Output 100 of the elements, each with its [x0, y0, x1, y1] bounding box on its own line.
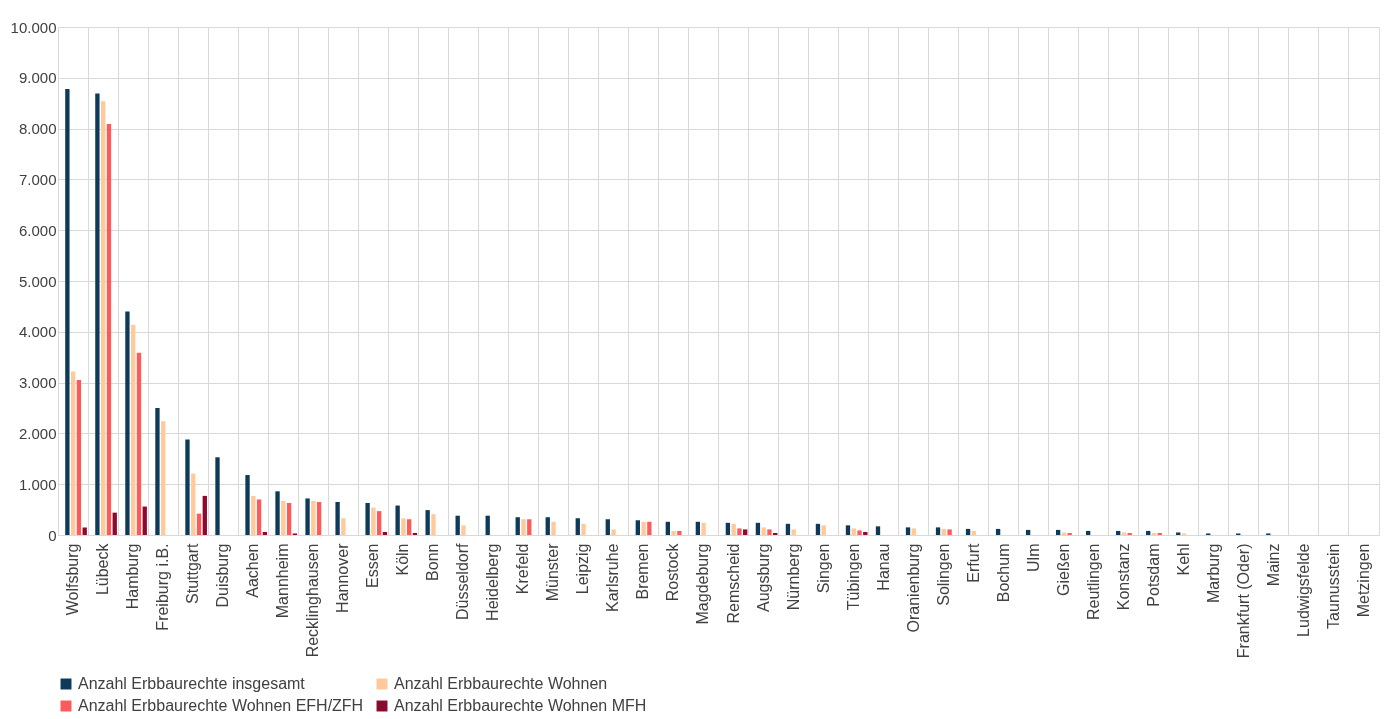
- x-tick-label: Frankfurt (Oder): [1234, 543, 1252, 659]
- x-tick-label: Reutlingen: [1084, 543, 1102, 620]
- bar: [545, 517, 550, 535]
- x-tick-label: Recklinghausen: [304, 543, 322, 658]
- bar: [401, 518, 406, 535]
- x-tick-label: Potsdam: [1144, 543, 1162, 607]
- bar: [1176, 532, 1181, 535]
- y-tick-label: 10.000: [10, 18, 57, 36]
- x-tick-label: Augsburg: [754, 543, 772, 612]
- bar: [365, 503, 370, 535]
- bar: [845, 525, 851, 535]
- bar: [341, 518, 346, 535]
- x-tick-label: Stuttgart: [184, 542, 202, 604]
- bar: [815, 523, 821, 535]
- bar: [995, 528, 1001, 535]
- bar: [575, 518, 580, 535]
- x-tick-label: Tübingen: [844, 543, 862, 611]
- bar: [677, 530, 682, 535]
- x-tick-label: Taunusstein: [1324, 543, 1342, 629]
- bar: [131, 324, 136, 535]
- x-tick-label: Singen: [814, 543, 832, 594]
- bar: [875, 526, 881, 535]
- bar: [941, 528, 946, 535]
- bar: [161, 421, 166, 535]
- bar: [767, 529, 772, 535]
- bar: [245, 475, 250, 535]
- legend-label: Anzahl Erbbaurechte Wohnen MFH: [394, 697, 647, 714]
- bar: [82, 527, 87, 535]
- bar: [455, 515, 460, 535]
- bar: [185, 439, 190, 535]
- bar: [311, 500, 316, 535]
- x-tick-label: Münster: [544, 542, 562, 602]
- bar: [965, 528, 971, 535]
- x-tick-label: Hamburg: [124, 543, 142, 610]
- x-tick-label: Bochum: [994, 543, 1012, 603]
- x-tick-label: Heidelberg: [484, 543, 502, 621]
- y-tick-label: 4.000: [18, 323, 57, 341]
- bar: [371, 507, 376, 535]
- bar: [155, 408, 160, 535]
- bar: [515, 517, 520, 535]
- bar: [65, 88, 70, 535]
- x-tick-label: Kehl: [1174, 543, 1192, 576]
- x-tick-label: Köln: [394, 543, 412, 576]
- bar: [281, 500, 286, 535]
- bar: [527, 519, 532, 535]
- bar: [196, 513, 202, 535]
- bar: [725, 522, 731, 535]
- bar: [641, 521, 646, 535]
- bar: [136, 352, 142, 535]
- bar: [1025, 529, 1031, 535]
- bar: [947, 529, 952, 535]
- x-tick-label: Magdeburg: [694, 543, 712, 625]
- bar: [112, 512, 117, 535]
- x-tick-label: Bonn: [424, 543, 442, 581]
- y-tick-label: 5.000: [18, 272, 57, 290]
- bar: [382, 531, 388, 535]
- bar: [335, 501, 340, 535]
- bar: [395, 505, 400, 535]
- x-tick-label: Mannheim: [274, 543, 292, 619]
- bar: [1121, 532, 1127, 535]
- y-tick-label: 6.000: [18, 221, 57, 239]
- bar: [215, 457, 220, 535]
- x-tick-label: Hanau: [874, 543, 892, 591]
- x-tick-label: Solingen: [934, 543, 952, 606]
- x-tick-label: Rostock: [664, 542, 682, 602]
- x-tick-label: Duisburg: [214, 543, 232, 608]
- bar: [551, 521, 556, 535]
- bar: [581, 523, 586, 535]
- x-tick-label: Lübeck: [94, 542, 112, 596]
- bar: [521, 519, 526, 535]
- bar: [755, 522, 761, 535]
- bar: [1061, 532, 1067, 535]
- x-tick-label: Remscheid: [724, 543, 742, 624]
- bar: [647, 521, 652, 535]
- bar: [376, 511, 382, 535]
- bar: [431, 514, 436, 535]
- bar: [191, 473, 196, 535]
- legend-label: Anzahl Erbbaurechte Wohnen EFH/ZFH: [78, 697, 364, 714]
- bar: [95, 93, 100, 535]
- bar: [761, 527, 766, 535]
- bar: [256, 499, 262, 535]
- bar: [671, 530, 676, 535]
- x-tick-label: Freiburg i.B.: [154, 543, 172, 631]
- bar: [461, 525, 466, 535]
- x-tick-label: Krefeld: [514, 543, 532, 595]
- bar: [262, 531, 267, 535]
- bar: [101, 101, 106, 535]
- bar: [407, 519, 412, 535]
- legend-label: Anzahl Erbbaurechte Wohnen: [394, 675, 608, 692]
- y-tick-label: 1.000: [18, 475, 57, 493]
- x-tick-label: Leipzig: [574, 543, 592, 595]
- bar: [316, 501, 322, 535]
- x-tick-label: Nürnberg: [784, 543, 802, 611]
- bar: [611, 529, 616, 535]
- x-tick-label: Erfurt: [964, 542, 982, 583]
- x-tick-label: Wolfsburg: [64, 543, 82, 616]
- legend-label: Anzahl Erbbaurechte insgesamt: [78, 675, 306, 692]
- bar: [935, 527, 941, 535]
- bar: [106, 124, 112, 535]
- bar: [731, 523, 736, 535]
